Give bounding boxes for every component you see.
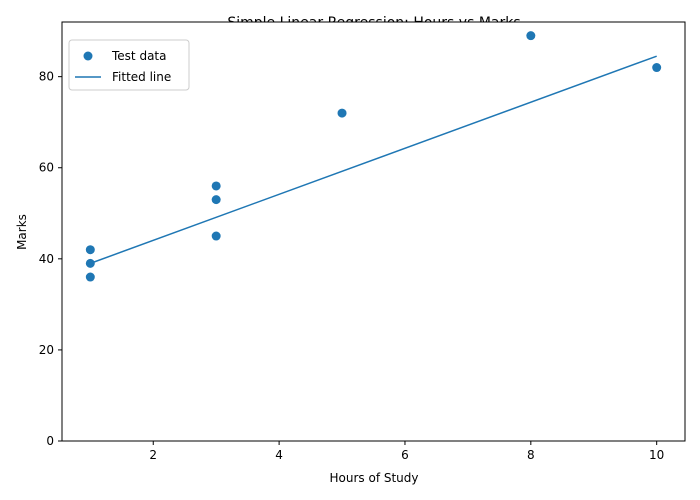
axes-frame	[61, 21, 686, 442]
legend: Test data Fitted line	[68, 39, 190, 91]
x-tick-label: 6	[401, 448, 409, 462]
axes-background	[62, 22, 685, 441]
data-point	[85, 245, 95, 255]
x-axis-label: Hours of Study	[330, 471, 419, 485]
data-point	[211, 195, 221, 205]
legend-label-test-data: Test data	[111, 49, 166, 63]
plot-area	[62, 22, 685, 441]
data-point	[85, 272, 95, 282]
x-axis-ticks: 2 4 6 8 10	[149, 441, 664, 462]
y-axis-label: Marks	[15, 214, 29, 250]
legend-label-fitted-line: Fitted line	[112, 70, 171, 84]
x-tick-label: 8	[527, 448, 535, 462]
data-point	[211, 231, 221, 241]
y-tick-label: 80	[39, 70, 54, 84]
y-axis-ticks: 0 20 40 60 80	[39, 70, 62, 448]
data-point	[652, 63, 662, 73]
fitted-line	[90, 55, 657, 265]
legend-marker-test-data	[83, 51, 93, 61]
data-point	[211, 181, 221, 191]
data-point	[337, 108, 347, 118]
series-layer	[85, 31, 662, 282]
y-tick-label: 20	[39, 343, 54, 357]
y-tick-label: 0	[46, 434, 54, 448]
x-tick-label: 4	[275, 448, 283, 462]
x-tick-label: 10	[649, 448, 664, 462]
y-tick-label: 60	[39, 161, 54, 175]
data-point	[526, 31, 536, 41]
x-tick-label: 2	[149, 448, 157, 462]
data-point	[85, 258, 95, 268]
y-tick-label: 40	[39, 252, 54, 266]
